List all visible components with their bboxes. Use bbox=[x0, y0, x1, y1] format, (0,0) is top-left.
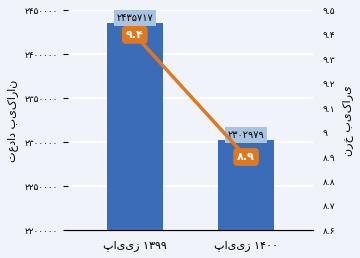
Y-axis label: تعداد بیکاران: تعداد بیکاران bbox=[7, 79, 18, 162]
Bar bbox=[107, 23, 163, 258]
Bar bbox=[218, 140, 274, 258]
Y-axis label: نرخ بیکاری: نرخ بیکاری bbox=[342, 85, 353, 156]
Text: ۲۳۰۲۹۷۹: ۲۳۰۲۹۷۹ bbox=[228, 130, 265, 140]
Text: ۲۴۳۵۷۱۷: ۲۴۳۵۷۱۷ bbox=[116, 13, 153, 23]
Text: ۹.۴: ۹.۴ bbox=[126, 30, 144, 40]
Text: ۸.۹: ۸.۹ bbox=[237, 152, 255, 162]
